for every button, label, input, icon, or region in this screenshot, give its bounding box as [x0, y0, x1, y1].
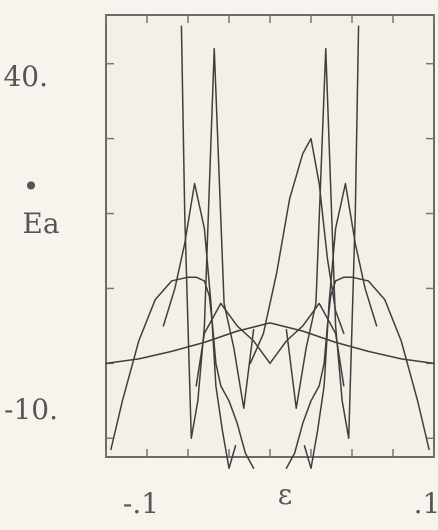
series-line-9 [269, 302, 345, 387]
series-line-4 [285, 25, 360, 440]
y-tick-label-bottom: -10. [4, 393, 58, 426]
y-axis-label: Ea [22, 207, 59, 240]
y-tick-label-top: 40. [3, 60, 48, 93]
y-axis-label-accent: • [23, 170, 40, 203]
x-axis-label: ε [278, 478, 293, 511]
series-line-6 [303, 182, 378, 469]
x-tick-label-right: .1 [414, 487, 438, 520]
plot-area-background [106, 15, 434, 457]
series-line-7 [249, 137, 345, 365]
series-line-0 [105, 322, 435, 365]
x-tick-label-left: -.1 [123, 487, 159, 520]
series-line-8 [195, 302, 271, 387]
x-axis-ticks [105, 15, 435, 457]
series-group [105, 25, 435, 469]
series-line-3 [180, 25, 255, 440]
series-line-1 [110, 276, 255, 469]
series-line-2 [285, 276, 430, 469]
series-line-5 [162, 182, 237, 469]
